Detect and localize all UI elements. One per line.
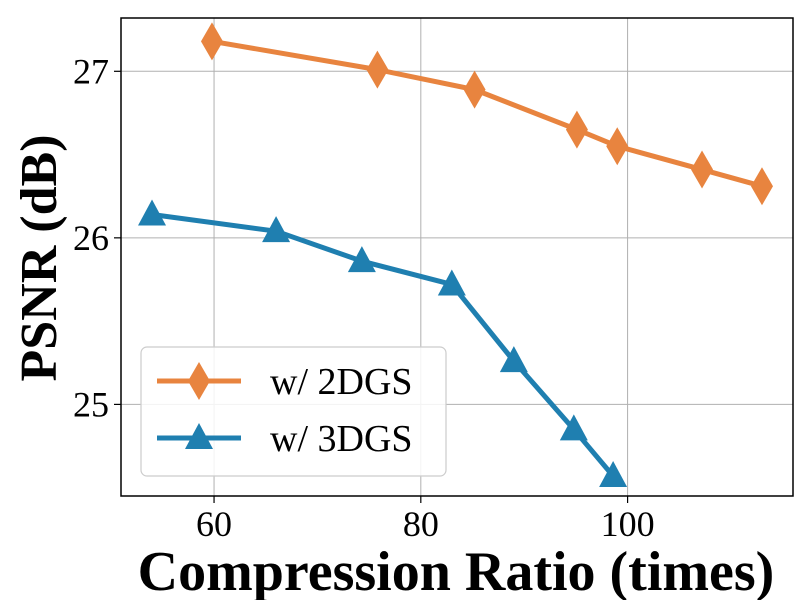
series-1 (200, 22, 773, 206)
data-point (565, 110, 588, 149)
x-tick-label: 80 (403, 504, 439, 544)
data-point (691, 150, 714, 189)
data-point (347, 246, 376, 273)
y-axis-title: PSNR (dB) (11, 134, 68, 381)
data-point (499, 346, 528, 373)
data-point (200, 22, 223, 61)
data-point (599, 461, 628, 488)
data-point (138, 199, 167, 226)
legend-marker (185, 423, 213, 449)
x-tick-label: 100 (601, 504, 655, 544)
data-point (750, 167, 773, 206)
x-tick-label: 60 (196, 504, 232, 544)
plot-frame (120, 17, 794, 497)
y-tick-label: 26 (73, 218, 109, 258)
data-point (606, 127, 629, 166)
data-point (559, 414, 588, 441)
legend-label: w/ 2DGS (270, 361, 413, 403)
data-point (366, 50, 389, 89)
data-point (437, 269, 466, 296)
data-point (262, 216, 291, 243)
axis-ticks: 60 80 100 25 26 27 (73, 51, 655, 544)
y-tick-label: 27 (73, 51, 109, 91)
y-tick-label: 25 (73, 384, 109, 424)
series-line (211, 38, 763, 189)
data-point (463, 70, 486, 109)
series-2 (138, 199, 628, 488)
series-layer (138, 22, 773, 488)
legend-marker (188, 362, 210, 400)
legend: w/ 2DGS w/ 3DGS (140, 346, 447, 477)
legend-label: w/ 3DGS (270, 418, 413, 460)
x-axis-title: Compression Ratio (times) (138, 541, 775, 600)
